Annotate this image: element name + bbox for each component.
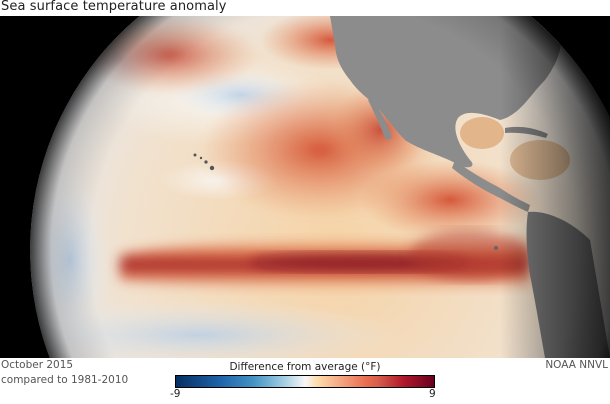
credit-label: NOAA NNVL (545, 359, 608, 371)
map-title: Sea surface temperature anomaly (1, 0, 227, 14)
caption-baseline: compared to 1981-2010 (1, 374, 129, 386)
colorbar-legend (175, 375, 435, 388)
caption-month: October 2015 (1, 359, 74, 371)
legend-min-label: -9 (170, 388, 181, 400)
sst-anomaly-globe-map (0, 16, 610, 358)
legend-max-label: 9 (429, 388, 436, 400)
map-caption-date: October 2015 compared to 1981-2010 (1, 358, 128, 388)
legend-title: Difference from average (°F) (229, 361, 381, 373)
